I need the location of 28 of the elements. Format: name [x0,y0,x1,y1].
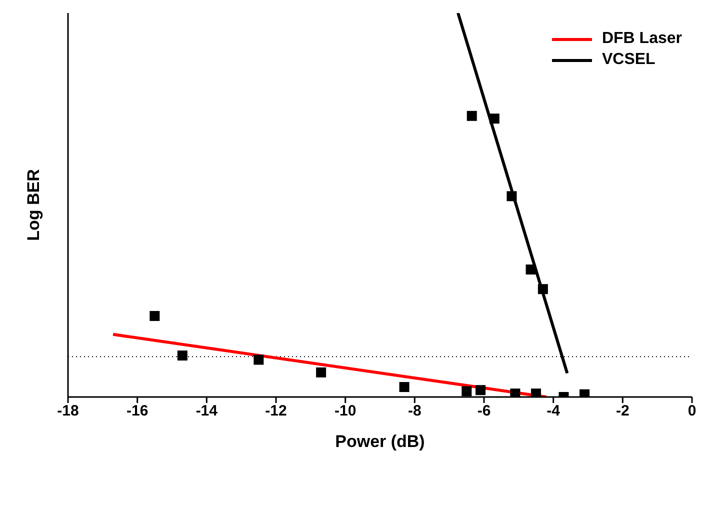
x-tick-label: -4 [546,402,561,420]
point [510,388,520,397]
point [526,264,536,275]
x-tick-label: -16 [126,402,148,420]
point [476,385,486,396]
x-tick-label: -18 [57,402,79,420]
point [399,382,410,392]
legend-label: DFB Laser [602,30,682,48]
point [254,354,264,365]
point [531,388,541,397]
x-axis-title: Power (dB) [335,432,425,451]
point [466,110,477,121]
point [150,310,160,321]
x-tick-label: -8 [408,402,422,420]
legend-label: VCSEL [602,51,656,69]
point [462,386,472,396]
point [538,284,548,294]
x-tick-label: -12 [265,402,287,420]
point [177,350,188,361]
point [506,191,517,202]
point [316,367,326,378]
point [489,114,500,124]
x-tick-label: -14 [196,402,218,420]
x-tick-label: -10 [334,402,356,420]
x-tick-label: -6 [477,402,491,420]
x-tick-label: 0 [688,402,696,420]
y-axis-title: Log BER [24,169,44,241]
x-tick-label: -2 [616,402,630,420]
